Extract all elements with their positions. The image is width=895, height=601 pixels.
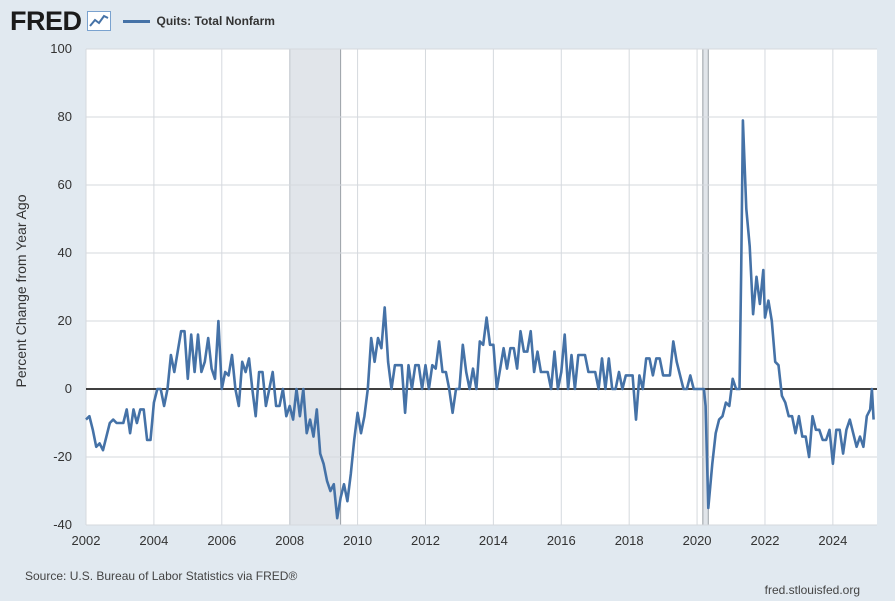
source-note: Source: U.S. Bureau of Labor Statistics … <box>25 569 298 583</box>
legend-label[interactable]: Quits: Total Nonfarm <box>156 14 275 28</box>
y-tick-label: 80 <box>58 109 72 124</box>
legend-swatch <box>122 19 150 23</box>
y-tick-label: 100 <box>50 41 72 56</box>
y-tick-label: -40 <box>53 517 72 532</box>
header: FRED Quits: Total Nonfarm <box>10 6 275 36</box>
x-tick-label: 2004 <box>139 533 168 548</box>
y-tick-label: 60 <box>58 177 72 192</box>
x-tick-label: 2008 <box>275 533 304 548</box>
y-tick-label: -20 <box>53 449 72 464</box>
x-tick-label: 2022 <box>751 533 780 548</box>
x-tick-label: 2024 <box>818 533 847 548</box>
y-tick-label: 20 <box>58 313 72 328</box>
y-tick-label: 0 <box>65 381 72 396</box>
x-tick-label: 2014 <box>479 533 508 548</box>
x-tick-label: 2012 <box>411 533 440 548</box>
plot-area <box>86 49 877 525</box>
y-axis-label: Percent Change from Year Ago <box>13 194 29 387</box>
trend-line-icon <box>86 11 111 31</box>
fred-logo[interactable]: FRED <box>10 5 82 36</box>
x-tick-label: 2020 <box>683 533 712 548</box>
x-tick-label: 2006 <box>207 533 236 548</box>
fred-url-link[interactable]: fred.stlouisfed.org <box>764 583 860 597</box>
x-tick-label: 2002 <box>72 533 101 548</box>
x-tick-label: 2016 <box>547 533 576 548</box>
x-tick-label: 2018 <box>615 533 644 548</box>
series-line <box>85 119 875 520</box>
recession-band <box>289 48 342 526</box>
y-tick-label: 40 <box>58 245 72 260</box>
legend: Quits: Total Nonfarm <box>122 14 275 28</box>
x-tick-label: 2010 <box>343 533 372 548</box>
